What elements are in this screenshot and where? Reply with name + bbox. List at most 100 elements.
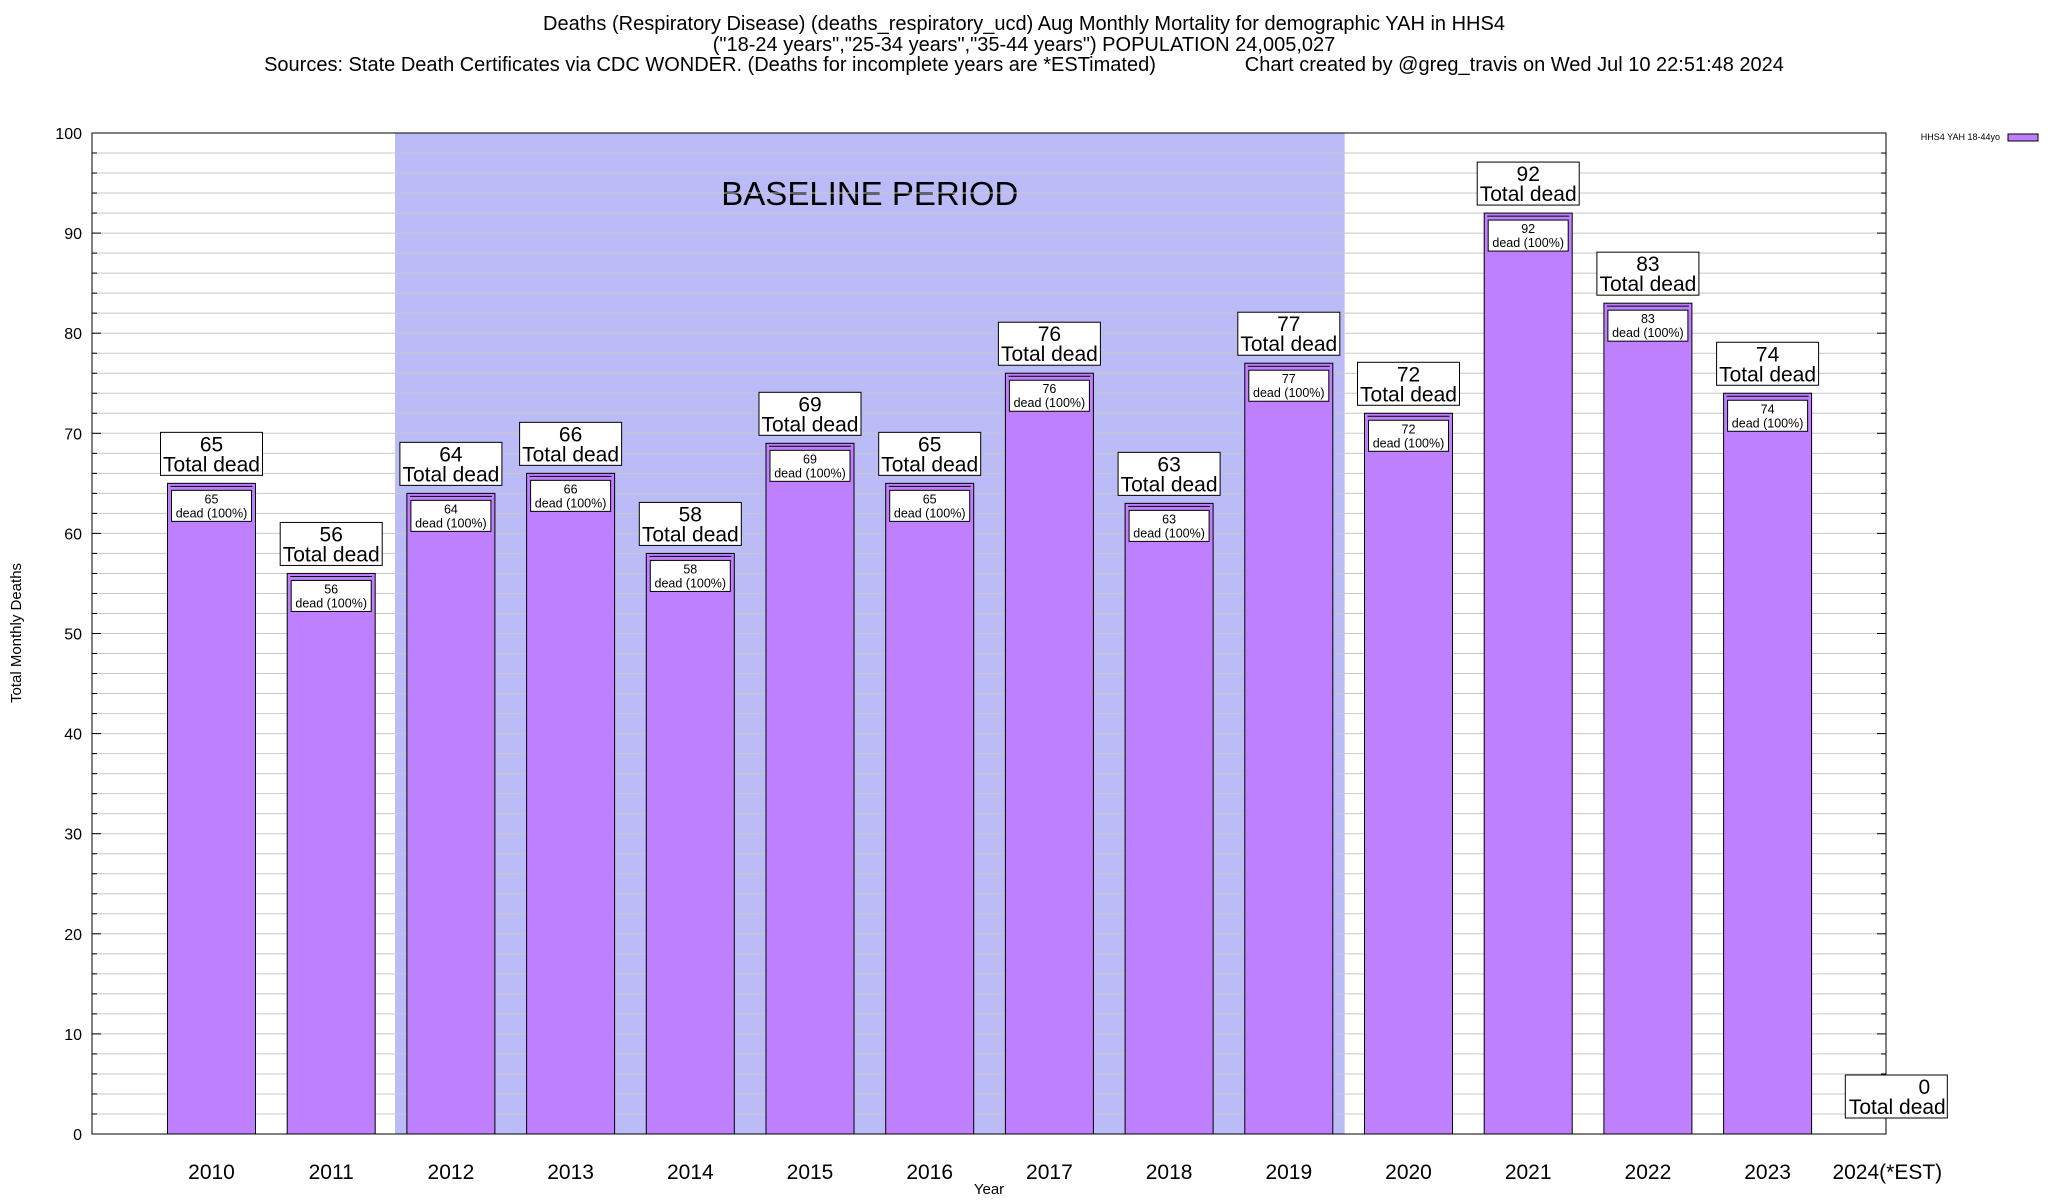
bar-inner-caption: dead (100%): [535, 496, 607, 510]
bar-total-caption: Total dead: [402, 463, 499, 486]
bar: [1124, 502, 1214, 1135]
bar-total-value: 56: [320, 523, 343, 546]
bar-total-value: 83: [1636, 253, 1659, 276]
y-tick-label: 20: [64, 927, 82, 944]
bar-total-value: 58: [679, 503, 702, 526]
bar-inner-caption: dead (100%): [1732, 416, 1804, 430]
bar-total-label-box: [1357, 361, 1460, 406]
bar-inner-value: 76: [1042, 382, 1056, 396]
bar-total-value: 65: [918, 433, 941, 456]
bar: [1244, 362, 1334, 1135]
x-tick-label: 2018: [1146, 1161, 1193, 1184]
bar-total-value: 92: [1517, 163, 1540, 186]
bar-total-caption: Total dead: [762, 413, 859, 436]
bar-inner-caption: dead (100%): [295, 596, 367, 610]
bar-total-value: 66: [559, 423, 582, 446]
bar-inner-value: 72: [1402, 422, 1416, 436]
bar: [645, 552, 735, 1135]
bar-inner-caption: dead (100%): [176, 506, 248, 520]
x-tick-label: 2010: [188, 1161, 235, 1184]
bar: [286, 572, 376, 1135]
bar-inner-caption: dead (100%): [655, 576, 727, 590]
bar-inner-value: 83: [1641, 312, 1655, 326]
bar: [1004, 372, 1094, 1135]
bar-total-value: 0: [1918, 1076, 1930, 1099]
bar-total-value: 64: [439, 443, 463, 466]
bar-inner-label-box: [1248, 369, 1330, 402]
bar-total-label-box: [878, 431, 982, 476]
bar-inner-caption: dead (100%): [415, 516, 487, 530]
bar-total-caption: Total dead: [163, 453, 260, 476]
x-tick-label: 2022: [1625, 1161, 1672, 1184]
bar-total-value: 72: [1397, 363, 1420, 386]
y-tick-label: 90: [64, 226, 82, 243]
bar-total-caption: Total dead: [642, 523, 739, 546]
bar-total-caption: Total dead: [1240, 333, 1337, 356]
y-tick-label: 70: [64, 426, 82, 443]
bar-inner-label-box: [1727, 399, 1809, 432]
bar-inner-value: 58: [683, 562, 697, 576]
bar-inner-value: 65: [205, 492, 219, 506]
bar-total-caption: Total dead: [1360, 383, 1457, 406]
bar-total-label-box: [1476, 161, 1580, 206]
bar-total-label-box: [997, 321, 1101, 366]
y-tick-label: 80: [64, 326, 82, 343]
y-axis-title: Total Monthly Deaths: [8, 563, 25, 703]
bar-inner-value: 65: [923, 492, 937, 506]
bar-inner-value: 77: [1282, 372, 1296, 386]
bar: [765, 442, 855, 1135]
x-tick-label: 2012: [428, 1161, 475, 1184]
x-tick-label: 2020: [1385, 1161, 1432, 1184]
x-tick-label: 2011: [309, 1161, 354, 1184]
x-tick-label: 2023: [1744, 1161, 1791, 1184]
bar-total-label-box: [758, 391, 862, 436]
bar-inner-caption: dead (100%): [1133, 526, 1205, 540]
bar-inner-label-box: [290, 579, 372, 612]
bar-total-value: 74: [1756, 343, 1780, 366]
bar-inner-label-box: [410, 499, 492, 532]
bar-total-value: 69: [798, 393, 821, 416]
bar-inner-caption: dead (100%): [1492, 236, 1564, 250]
bar-inner-label-box: [889, 489, 971, 522]
y-tick-label: 0: [73, 1127, 82, 1144]
bar-total-label-box: [1844, 1074, 1948, 1119]
bar-inner-value: 64: [444, 502, 458, 516]
bar-total-label-box: [638, 501, 742, 546]
x-tick-label: 2014: [667, 1161, 714, 1184]
bar-total-value: 76: [1038, 323, 1061, 346]
bar-inner-label-box: [1487, 219, 1569, 252]
bar-total-label-box: [399, 441, 503, 486]
bar-inner-label-box: [1008, 379, 1090, 412]
bar-total-caption: Total dead: [1599, 273, 1696, 296]
bar-inner-caption: dead (100%): [1253, 386, 1325, 400]
bar: [526, 472, 616, 1135]
bar-inner-caption: dead (100%): [1373, 436, 1445, 450]
y-tick-label: 30: [64, 827, 82, 844]
bar: [167, 482, 256, 1135]
chart-title-line-2: ("18-24 years","25-34 years","35-44 year…: [712, 34, 1336, 56]
bar-total-value: 65: [200, 433, 223, 456]
bar-total-value: 77: [1277, 313, 1300, 336]
x-tick-label: 2019: [1265, 1161, 1312, 1184]
bar-total-caption: Total dead: [1719, 363, 1816, 386]
bar-inner-label-box: [769, 449, 851, 482]
bar-total-label-box: [519, 421, 623, 466]
bar-inner-value: 92: [1521, 222, 1535, 236]
bar-total-caption: Total dead: [1121, 473, 1218, 496]
x-tick-label: 2024(*EST): [1832, 1161, 1942, 1184]
bar-inner-value: 69: [803, 452, 817, 466]
bar-inner-value: 63: [1162, 512, 1176, 526]
bar-inner-label-box: [649, 559, 731, 592]
y-tick-label: 40: [64, 727, 82, 744]
bar-total-caption: Total dead: [283, 543, 380, 566]
bar-inner-label-box: [1607, 309, 1689, 342]
bar-inner-caption: dead (100%): [1014, 396, 1086, 410]
bar-inner-label-box: [171, 489, 252, 522]
legend-label: HHS4 YAH 18-44yo: [1921, 132, 2000, 142]
x-tick-label: 2017: [1026, 1161, 1073, 1184]
bar: [1364, 412, 1453, 1135]
bar-total-caption: Total dead: [522, 443, 619, 466]
bar-inner-value: 74: [1761, 402, 1775, 416]
bar-inner-label-box: [530, 479, 612, 512]
